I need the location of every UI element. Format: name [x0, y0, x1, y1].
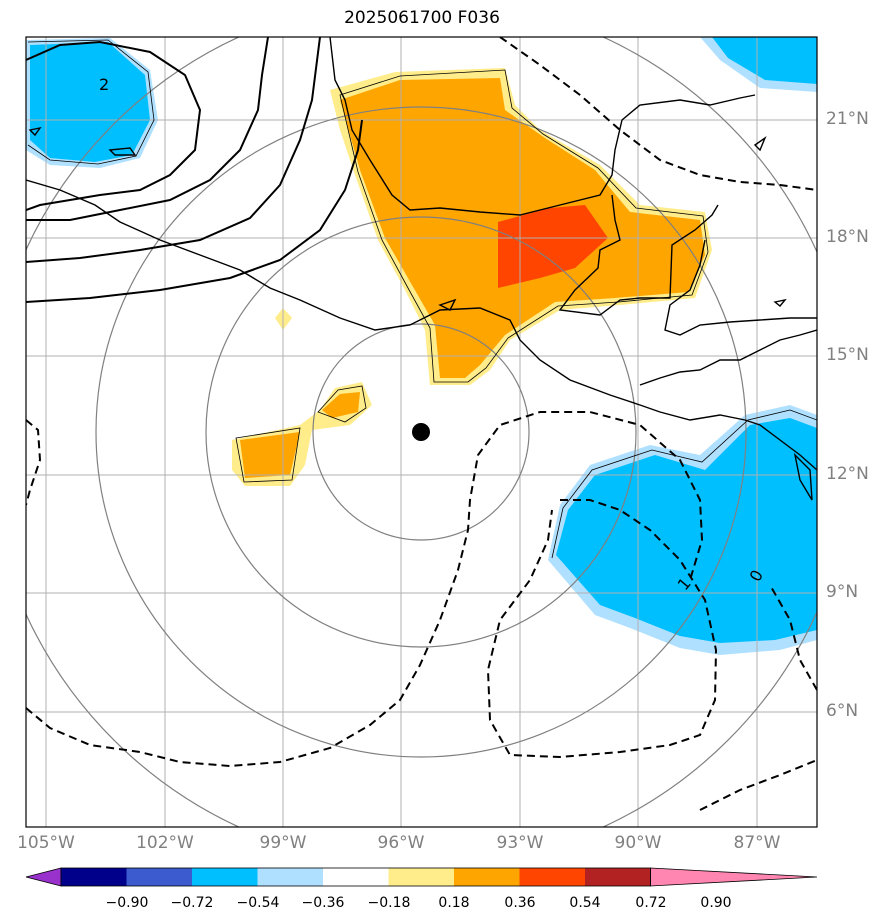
colorbar-tick-label: 0.72 [635, 895, 667, 911]
dashed-contours [26, 37, 817, 811]
colorbar-tick-label: −0.72 [170, 895, 214, 911]
contour-label-2: 2 [99, 75, 109, 94]
lon-label-105w: 105°W [17, 833, 75, 853]
lon-label-102w: 102°W [136, 833, 194, 853]
lat-label-15n: 15°N [826, 345, 869, 365]
lat-label-6n: 6°N [826, 701, 859, 721]
lon-label-99w: 99°W [259, 833, 307, 853]
lon-label-87w: 87°W [733, 833, 781, 853]
lon-label-93w: 93°W [496, 833, 544, 853]
colorbar-tick-label: −0.90 [105, 895, 149, 911]
map-title: 2025061700 F036 [344, 8, 500, 28]
lon-label-90w: 90°W [614, 833, 662, 853]
lon-label-96w: 96°W [377, 833, 425, 853]
positive-anomaly-fill [232, 68, 712, 486]
colorbar-tick-label: 0.90 [700, 895, 732, 911]
colorbar-tick-label: −0.36 [301, 895, 345, 911]
plot-frame [25, 36, 818, 828]
graticule [26, 37, 817, 827]
colorbar-tick-label: 0.36 [504, 895, 536, 911]
storm-center-marker [412, 423, 430, 441]
fill-outline [27, 39, 817, 559]
range-rings [26, 37, 817, 827]
colorbar-tick-label: −0.54 [236, 895, 280, 911]
lat-label-18n: 18°N [826, 227, 869, 247]
lat-label-21n: 21°N [826, 109, 869, 129]
colorbar-tick-label: 0.18 [438, 895, 470, 911]
lat-label-9n: 9°N [826, 582, 859, 602]
colorbar-tick-label: −0.18 [367, 895, 411, 911]
colorbar-tick-label: 0.54 [569, 895, 601, 911]
coastlines [26, 37, 817, 501]
solid-contours [26, 37, 363, 303]
lat-label-12n: 12°N [826, 464, 869, 484]
